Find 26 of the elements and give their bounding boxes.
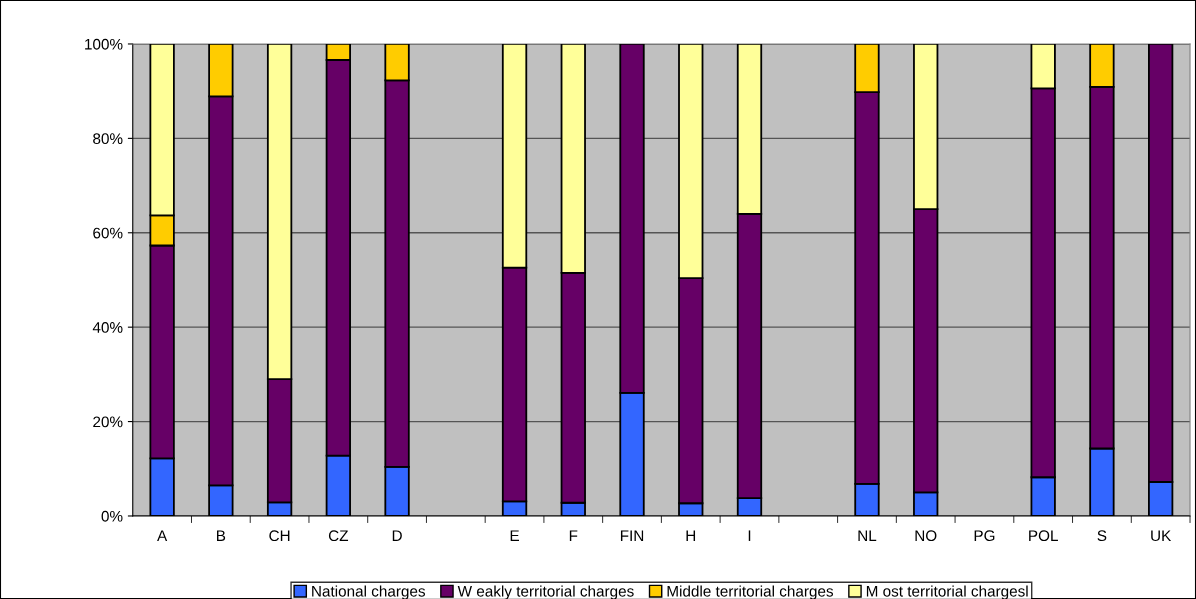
x-tick-label: FIN (620, 530, 644, 541)
x-tick-label: B (217, 530, 226, 541)
x-tick-label: S (1097, 530, 1107, 542)
x-tick-label: NL (858, 530, 877, 541)
y-tick-label: 100% (85, 38, 123, 50)
y-tick-label: 40% (92, 322, 123, 333)
x-tick-label: POL (1029, 530, 1058, 542)
legend-label: National charges (312, 585, 426, 599)
x-tick-label: A (157, 530, 168, 541)
x-tick-label: CH (269, 530, 290, 542)
x-tick-label: H (686, 530, 696, 541)
x-tick-label: E (510, 530, 519, 541)
y-tick-label: 0% (101, 510, 123, 522)
x-tick-label: F (569, 530, 578, 541)
x-tick-label: CZ (328, 530, 349, 542)
legend-label: Middle territorial charges (667, 585, 834, 599)
legend-label: W eakly territorial charges (457, 585, 634, 599)
x-tick-label: D (392, 530, 402, 541)
x-tick-label: I (748, 530, 751, 541)
x-tick-label: PG (974, 530, 995, 542)
x-tick-label: NO (915, 530, 937, 542)
y-tick-label: 60% (93, 227, 123, 239)
y-tick-label: 20% (93, 416, 123, 428)
legend-label: M ost territorial chargesl (866, 585, 1028, 599)
x-tick-label: UK (1151, 530, 1172, 542)
y-tick-label: 80% (93, 133, 123, 145)
